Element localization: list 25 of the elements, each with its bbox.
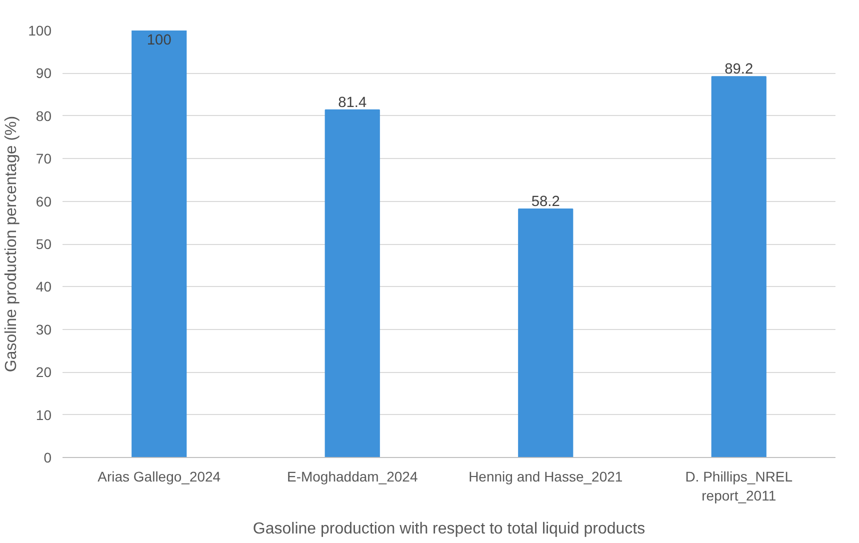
y-tick-label: 50: [36, 236, 52, 252]
x-axis-title: Gasoline production with respect to total liquid products: [252, 520, 646, 538]
bar: [518, 208, 574, 458]
data-label: 58.2: [531, 194, 560, 210]
y-axis-title: Gasoline production percentage (%): [3, 116, 20, 372]
data-label: 100: [146, 32, 172, 48]
y-tick-label: 100: [28, 22, 52, 38]
data-label: 81.4: [338, 94, 367, 111]
data-label: 89.2: [724, 62, 754, 78]
x-tick-label: E-Moghaddam_2024: [286, 468, 418, 484]
bar: [132, 30, 187, 458]
x-tick-label: D. Phillips_NREL report_2011: [685, 468, 793, 504]
y-tick-label: 70: [36, 150, 52, 167]
y-tick-label: 0: [44, 450, 52, 466]
y-tick-label: 90: [36, 65, 52, 82]
y-tick-label: 80: [36, 108, 52, 124]
y-tick-label: 10: [36, 406, 52, 423]
y-tick-label: 30: [36, 321, 52, 338]
bar: [711, 76, 766, 458]
y-tick-label: 20: [36, 364, 52, 380]
y-tick-label: 60: [36, 193, 52, 210]
x-tick-label: Arias Gallego_2024: [98, 468, 221, 484]
x-tick-label: Hennig and Hasse_2021: [468, 468, 623, 484]
y-tick-label: 40: [36, 278, 52, 295]
bar: [324, 109, 380, 458]
